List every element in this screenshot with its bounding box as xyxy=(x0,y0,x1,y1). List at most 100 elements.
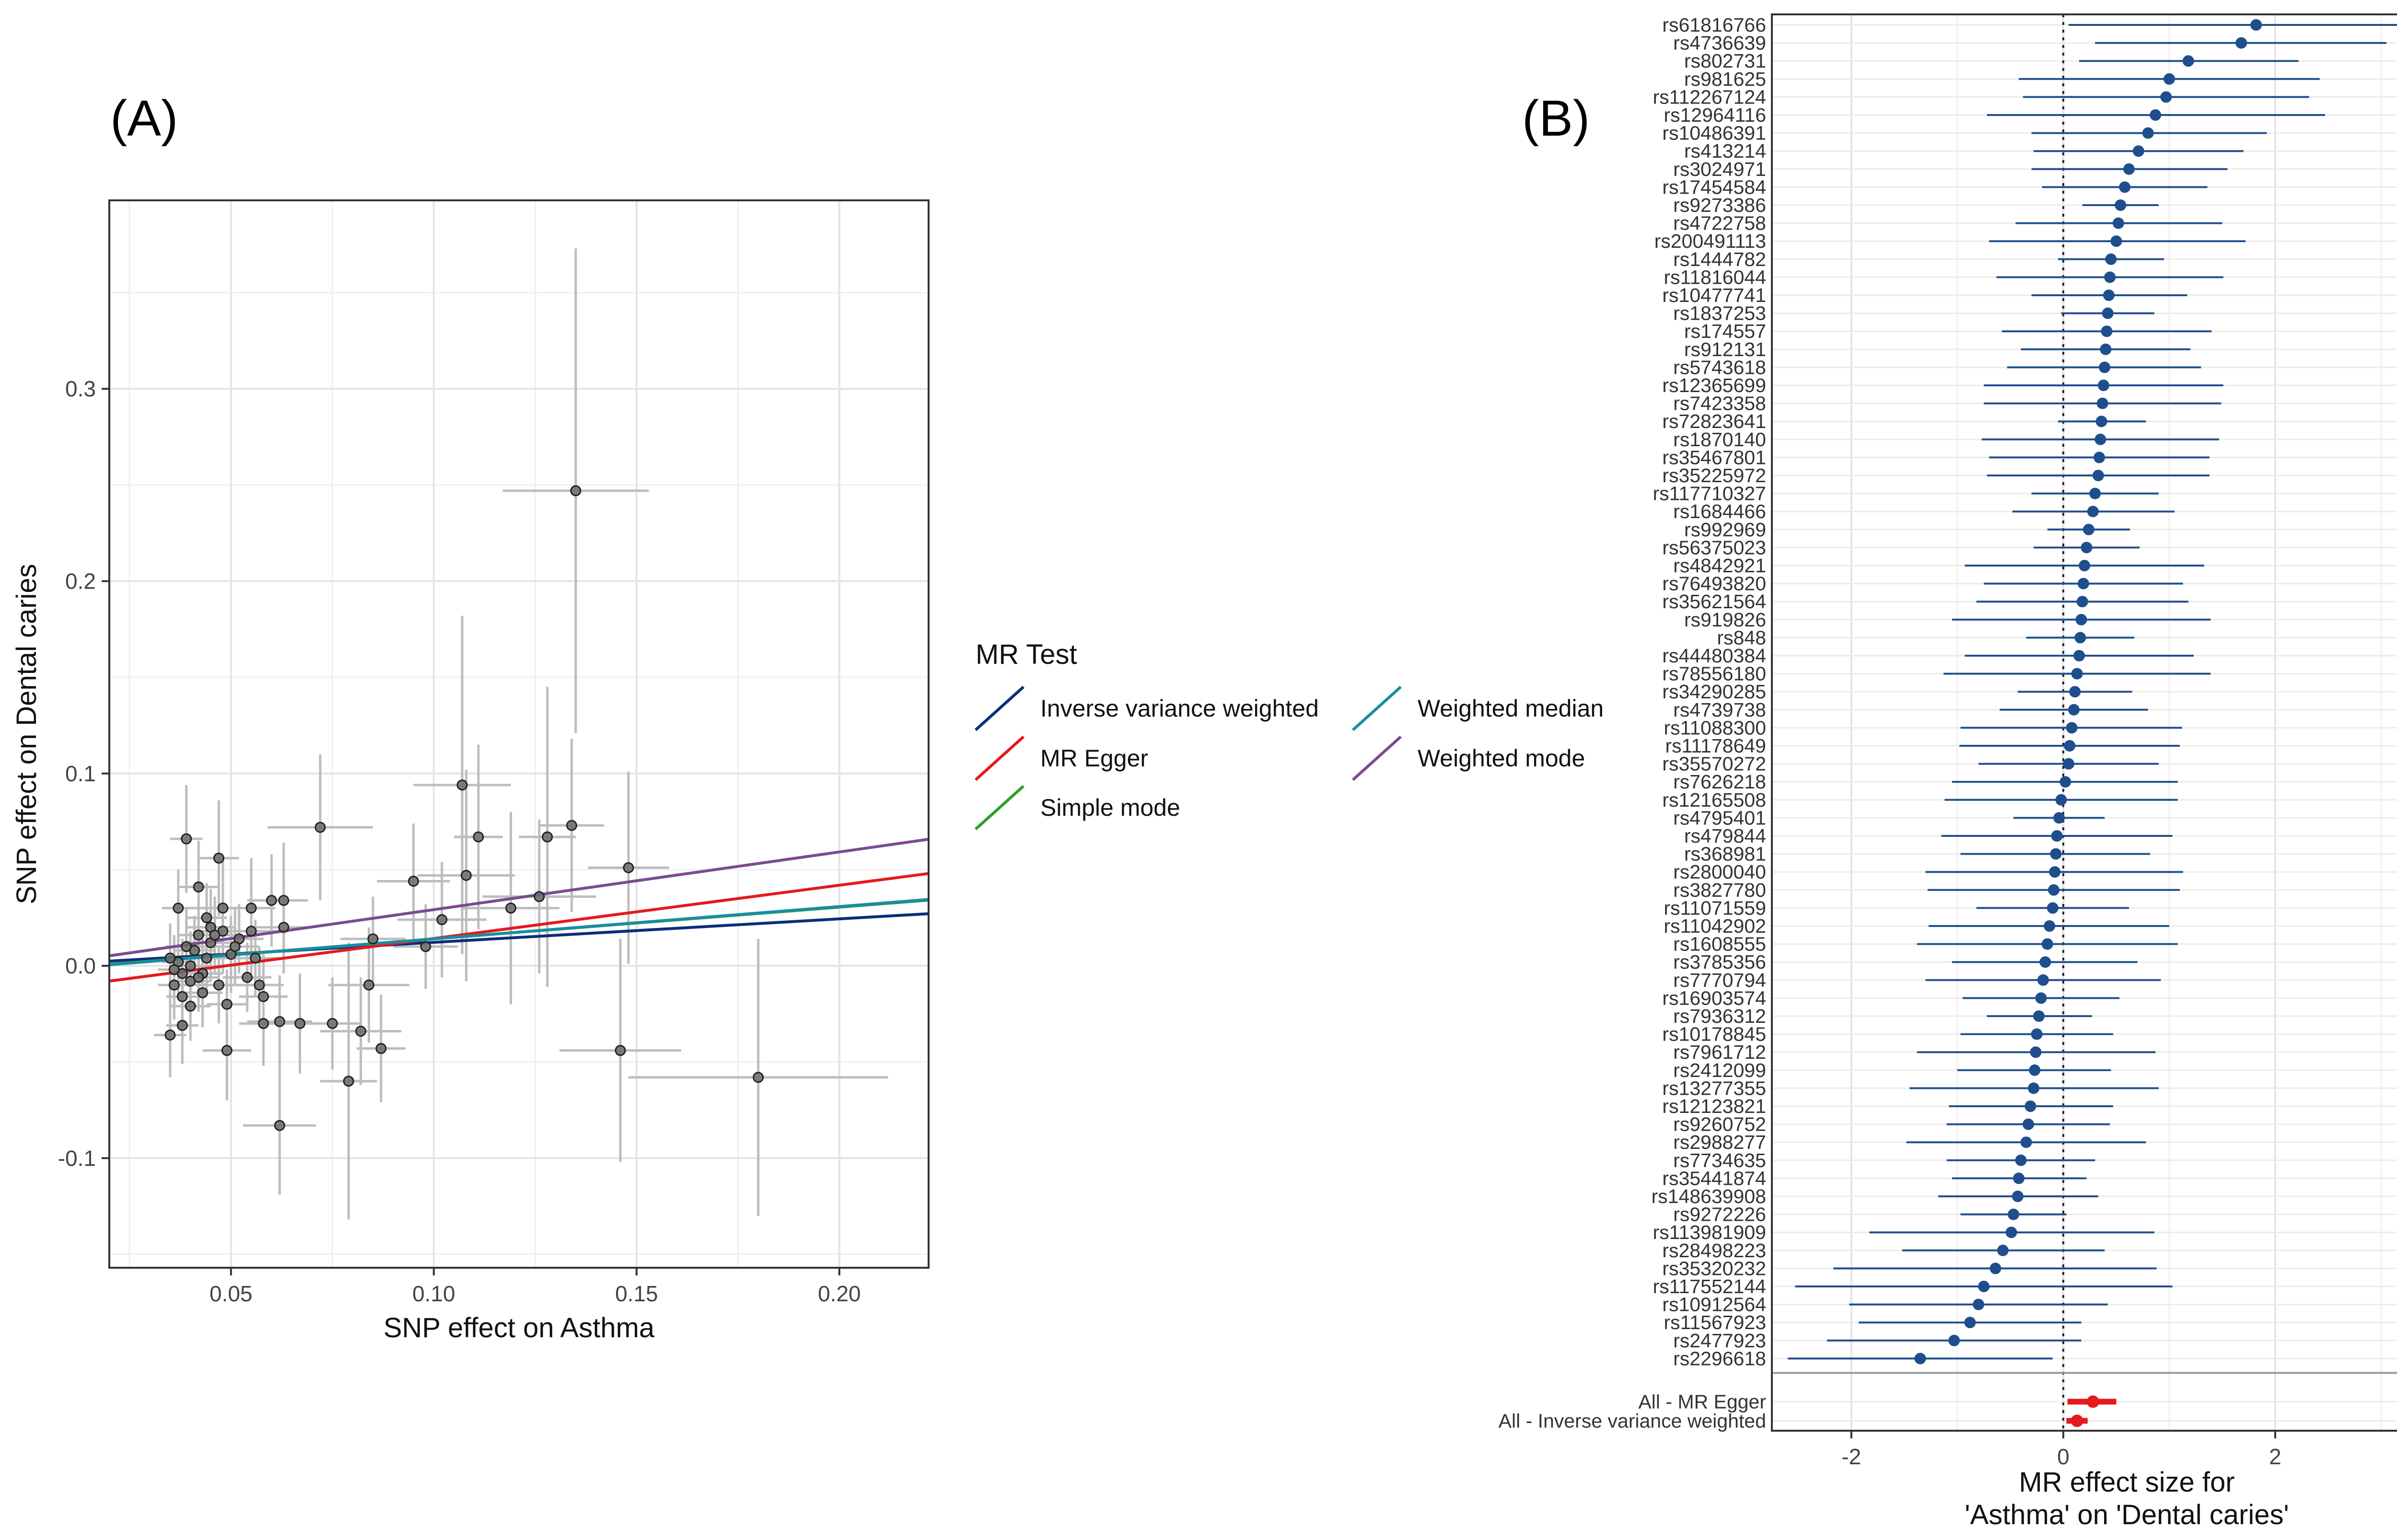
snp-point xyxy=(2081,542,2093,554)
snp-point xyxy=(2033,1010,2045,1022)
snp-label: rs1608555 xyxy=(1673,933,1766,955)
snp-label: rs4722758 xyxy=(1673,212,1766,234)
data-point xyxy=(168,964,180,975)
x-tick-label: 0 xyxy=(2057,1444,2070,1469)
snp-label: rs10486391 xyxy=(1662,122,1766,144)
snp-point xyxy=(2094,433,2106,445)
y-axis-title: SNP effect on Dental caries xyxy=(11,564,42,904)
snp-label: rs113981909 xyxy=(1653,1221,1766,1243)
snp-point xyxy=(2005,1227,2017,1239)
snp-label: rs7626218 xyxy=(1673,771,1766,793)
data-point xyxy=(326,1018,338,1029)
data-point xyxy=(176,991,188,1002)
snp-point xyxy=(2079,560,2091,571)
data-point xyxy=(193,972,204,983)
snp-label: rs9272226 xyxy=(1673,1204,1766,1226)
snp-point xyxy=(2094,452,2106,463)
data-point xyxy=(181,833,192,845)
snp-point xyxy=(2097,380,2109,391)
snp-point xyxy=(2035,992,2047,1004)
regression-line xyxy=(109,898,929,966)
snp-point xyxy=(2022,1118,2034,1130)
snp-label: rs1684466 xyxy=(1673,500,1766,522)
y-tick-label: 0.1 xyxy=(65,761,96,786)
data-point xyxy=(221,1045,233,1056)
snp-point xyxy=(2020,1136,2032,1148)
data-point xyxy=(473,831,484,843)
data-point xyxy=(314,822,326,833)
snp-point xyxy=(2027,1082,2039,1094)
snp-point xyxy=(2089,487,2101,499)
snp-label: rs61816766 xyxy=(1662,14,1766,36)
panel-label-b: (B) xyxy=(1522,90,1590,147)
snp-point xyxy=(2037,974,2049,986)
snp-label: rs11816044 xyxy=(1664,266,1766,288)
x-tick-label: 0.15 xyxy=(615,1281,658,1306)
snp-point xyxy=(2073,650,2085,661)
legend-key xyxy=(1351,735,1402,781)
forest-panel: rs61816766rs4736639rs802731rs981625rs112… xyxy=(1499,13,2397,1530)
data-point xyxy=(176,1019,188,1031)
legend-label: Simple mode xyxy=(1040,794,1180,821)
snp-label: rs56375023 xyxy=(1662,536,1766,558)
snp-label: rs7961712 xyxy=(1673,1041,1766,1063)
y-tick-label: 0.0 xyxy=(65,953,96,978)
snp-label: rs368981 xyxy=(1684,843,1766,865)
legend-key xyxy=(974,685,1025,731)
data-point xyxy=(213,852,224,864)
snp-label: rs3024971 xyxy=(1673,158,1766,180)
snp-point xyxy=(2250,19,2262,31)
snp-point xyxy=(2025,1100,2036,1112)
snp-label: rs4739738 xyxy=(1673,699,1766,721)
snp-point xyxy=(2235,37,2247,49)
snp-label: rs7936312 xyxy=(1673,1005,1766,1027)
snp-label: rs78556180 xyxy=(1662,663,1766,685)
snp-label: rs981625 xyxy=(1684,68,1766,90)
snp-point xyxy=(2031,1028,2043,1040)
snp-point xyxy=(2077,578,2089,590)
snp-point xyxy=(2075,614,2087,625)
data-point xyxy=(420,941,431,952)
data-point xyxy=(201,952,212,964)
snp-point xyxy=(2013,1172,2025,1184)
legend-key xyxy=(1351,685,1402,731)
snp-point xyxy=(2150,109,2162,121)
data-point xyxy=(257,1018,269,1029)
data-point xyxy=(193,929,204,941)
data-point xyxy=(245,903,257,914)
snp-point xyxy=(2015,1154,2027,1166)
snp-label: rs12165508 xyxy=(1662,789,1766,811)
snp-label: rs117552144 xyxy=(1653,1275,1766,1297)
snp-point xyxy=(2030,1046,2042,1058)
snp-label: rs10477741 xyxy=(1662,284,1766,306)
snp-point xyxy=(2142,127,2154,139)
snp-label: rs35621564 xyxy=(1662,591,1766,613)
snp-point xyxy=(2160,91,2172,103)
snp-point xyxy=(2092,470,2104,481)
snp-label: rs2800040 xyxy=(1673,861,1766,883)
data-point xyxy=(168,979,180,991)
snp-point xyxy=(2119,181,2131,193)
data-point xyxy=(355,1025,367,1037)
x-tick-label: 0.20 xyxy=(818,1281,861,1306)
data-point xyxy=(242,972,253,983)
snp-point xyxy=(2039,956,2051,968)
snp-point xyxy=(2112,217,2124,229)
snp-point xyxy=(2102,307,2114,319)
legend-title: MR Test xyxy=(976,639,1077,670)
snp-label: rs11088300 xyxy=(1664,717,1766,739)
plot-border xyxy=(108,199,930,1269)
snp-point xyxy=(2044,920,2056,932)
snp-point xyxy=(2182,55,2194,67)
snp-point xyxy=(2163,73,2175,85)
data-point xyxy=(250,952,261,964)
data-point xyxy=(363,979,374,991)
snp-label: rs11567923 xyxy=(1664,1311,1766,1333)
snp-point xyxy=(2047,902,2059,914)
y-tick-label: -0.1 xyxy=(58,1146,96,1170)
panel-label-a: (A) xyxy=(110,90,178,147)
snp-label: rs848 xyxy=(1717,626,1766,648)
snp-label: rs16903574 xyxy=(1662,987,1766,1009)
data-point xyxy=(266,895,277,906)
